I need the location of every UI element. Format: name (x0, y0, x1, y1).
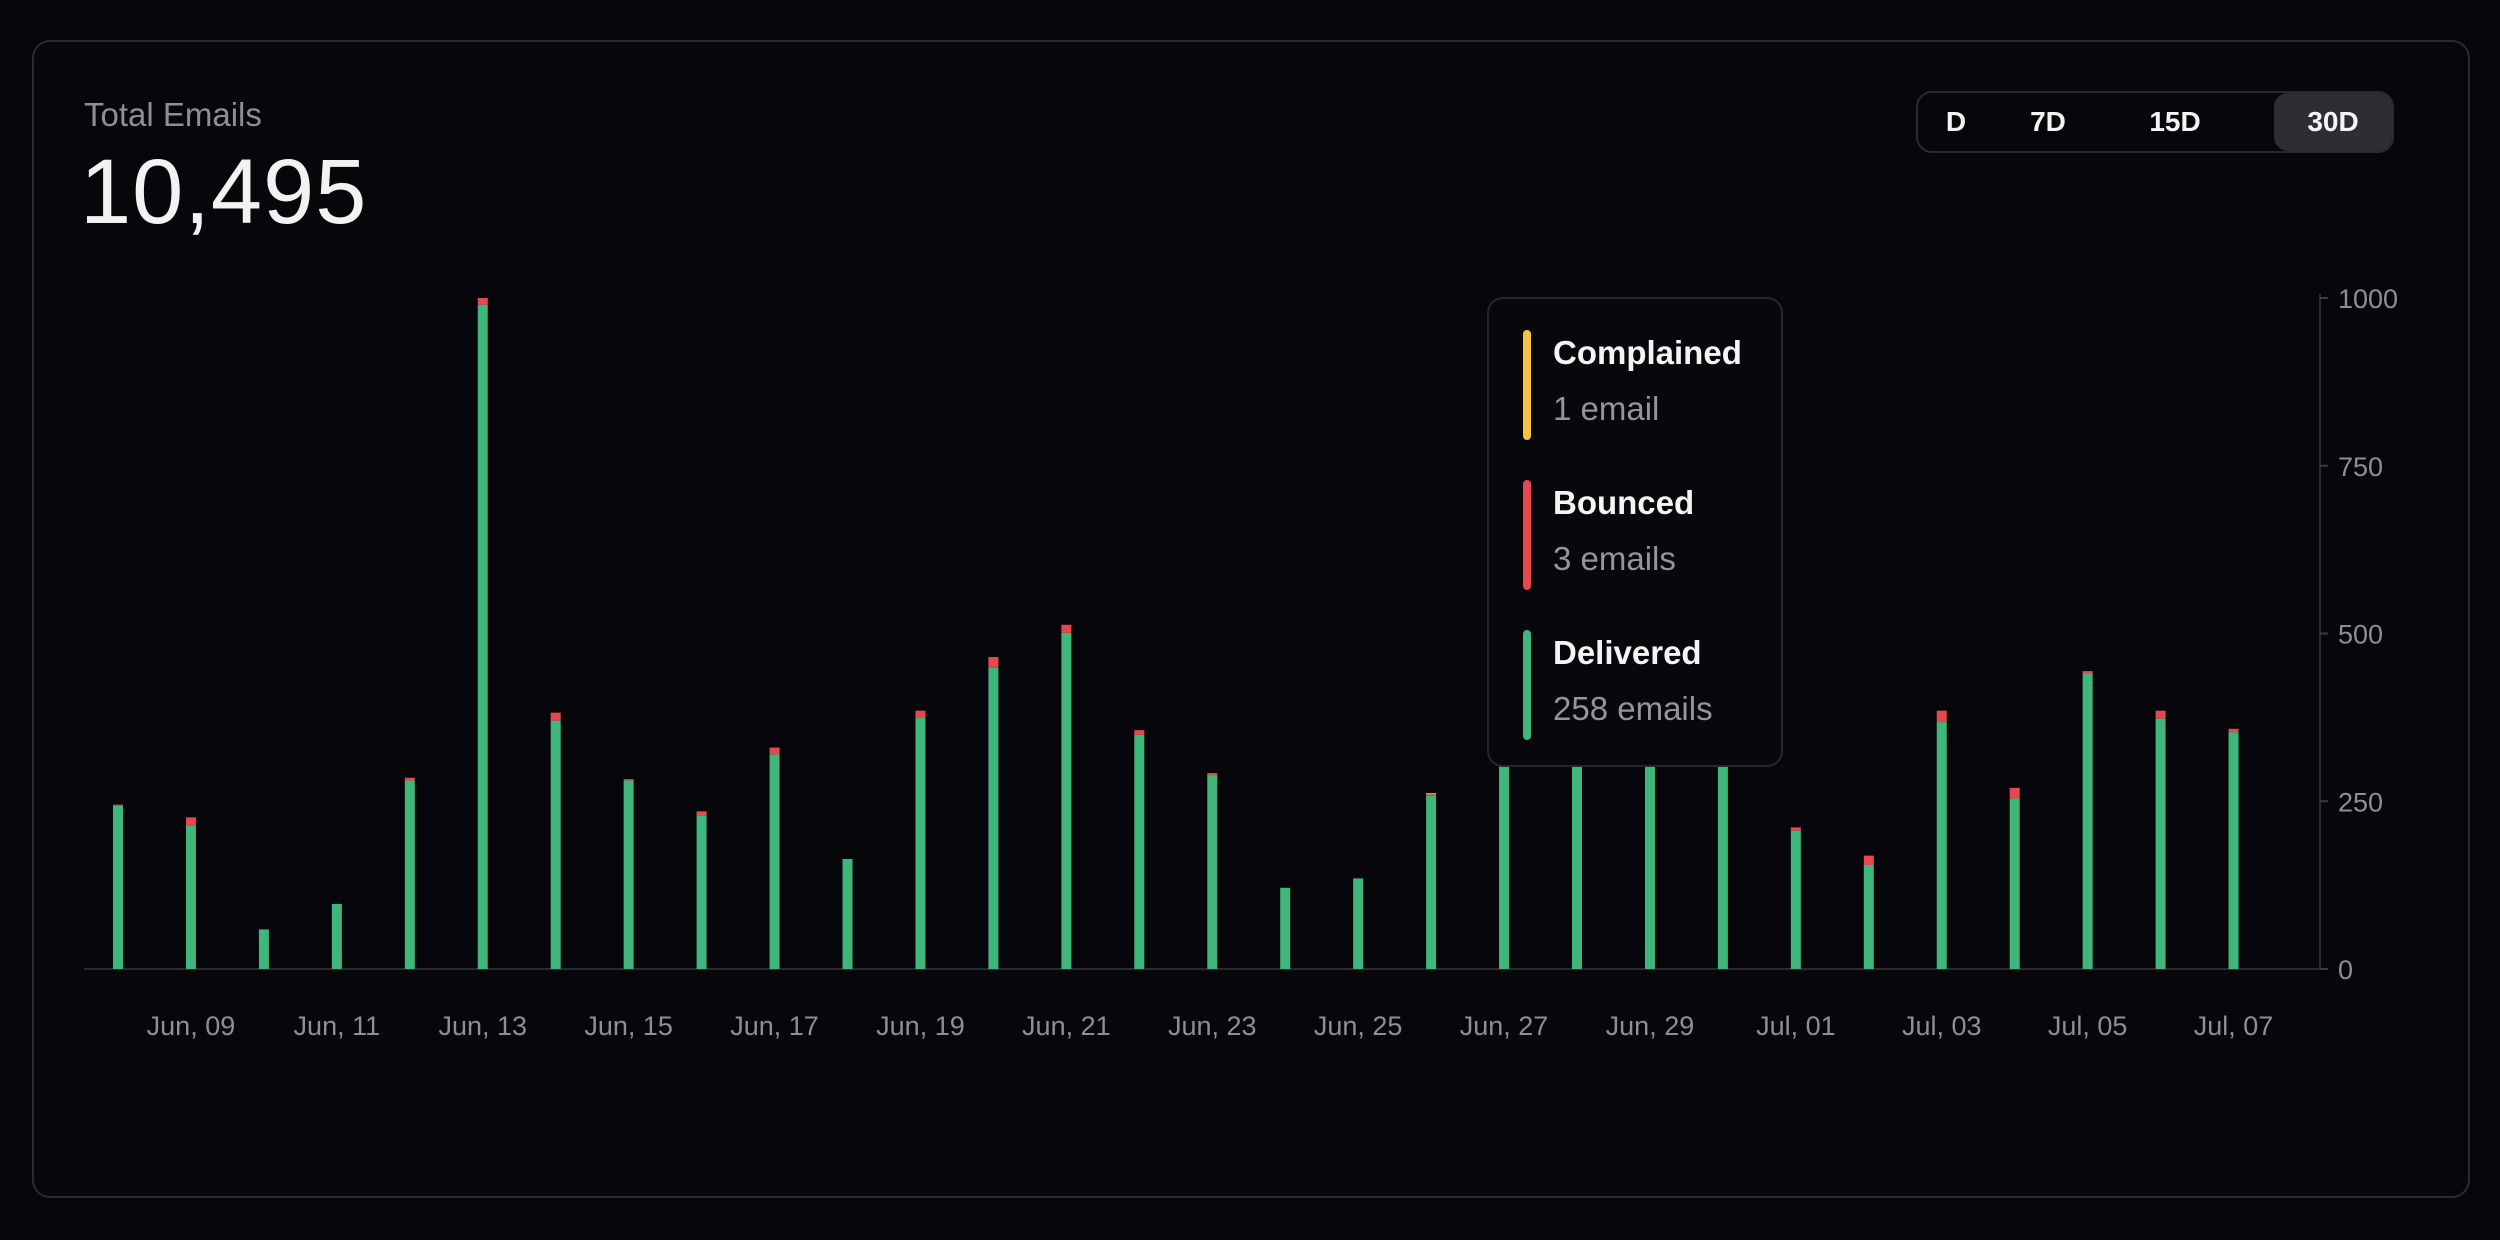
bar-delivered (1499, 747, 1510, 969)
bar-delivered (404, 780, 415, 969)
x-tick-label: Jun, 13 (438, 1011, 527, 1041)
bar-delivered (113, 805, 123, 969)
x-tick-label: Jun, 21 (1022, 1011, 1111, 1041)
x-tick-label: Jun, 19 (876, 1011, 965, 1041)
bar-delivered (2228, 732, 2239, 969)
bar-bounced (988, 656, 999, 668)
x-tick-label: Jun, 23 (1168, 1011, 1257, 1041)
bar-delivered (1426, 795, 1437, 969)
bar-delivered (1863, 864, 1874, 969)
y-tick-label: 1000 (2338, 284, 2398, 314)
y-tick-label: 250 (2338, 787, 2383, 817)
bar-bounced (477, 298, 488, 305)
emails-card (32, 40, 2470, 1198)
y-tick-label: 500 (2338, 620, 2383, 650)
bar-delivered (1280, 887, 1291, 969)
bar-delivered (769, 754, 780, 969)
bar-delivered (1061, 632, 1072, 969)
bar-delivered (988, 667, 999, 969)
bar-bounced (185, 817, 196, 826)
bar-bounced (1061, 624, 1072, 633)
bounced-color-marker (1523, 480, 1531, 590)
bar-bounced (550, 712, 561, 721)
bar-delivered (258, 929, 269, 969)
bar-bounced (1134, 730, 1145, 735)
y-tick-label: 0 (2338, 955, 2353, 985)
bar-bounced (1426, 793, 1437, 796)
bar-bounced (404, 777, 415, 781)
bar-delivered (1717, 760, 1728, 969)
bar-delivered (2155, 718, 2166, 969)
bar-delivered (623, 780, 634, 969)
x-tick-label: Jul, 05 (2048, 1011, 2128, 1041)
bar-bounced (2082, 671, 2093, 674)
tooltip-label: Complained (1553, 334, 1742, 371)
bar-bounced (1207, 773, 1218, 776)
range-option-15d[interactable]: 15D (2149, 106, 2201, 137)
bar-bounced (2228, 728, 2239, 733)
bar-delivered (1572, 737, 1582, 969)
range-option-30d[interactable]: 30D (2274, 93, 2392, 151)
bar-bounced (1936, 710, 1947, 723)
range-toggle: D 7D 15D 30D (1916, 91, 2394, 153)
x-tick-label: Jul, 03 (1902, 1011, 1982, 1041)
tooltip-value: 1 email (1553, 390, 1660, 427)
bar-delivered (550, 720, 561, 969)
bar-complained (1426, 793, 1437, 795)
bar-delivered (1644, 744, 1655, 969)
bar-bounced (769, 747, 780, 755)
x-tick-label: Jul, 01 (1756, 1011, 1836, 1041)
range-option-d[interactable]: D (1945, 106, 1967, 137)
bar-delivered (1134, 734, 1145, 969)
complained-color-marker (1523, 330, 1531, 440)
bar-delivered (1790, 830, 1801, 969)
bar-bounced (113, 804, 123, 806)
bar-bounced (2009, 787, 2020, 799)
x-tick-label: Jun, 27 (1460, 1011, 1549, 1041)
bar-delivered (185, 825, 196, 969)
x-tick-label: Jul, 07 (2194, 1011, 2274, 1041)
x-tick-label: Jun, 15 (584, 1011, 673, 1041)
x-tick-label: Jun, 09 (147, 1011, 236, 1041)
bar-delivered (1207, 775, 1218, 969)
x-tick-label: Jun, 17 (730, 1011, 819, 1041)
card-title: Total Emails (84, 96, 262, 133)
bar-delivered (696, 816, 707, 969)
x-tick-label: Jun, 11 (294, 1011, 381, 1041)
bar-delivered (842, 858, 853, 969)
bar-bounced (2155, 710, 2166, 719)
bar-delivered (1353, 878, 1364, 969)
x-tick-label: Jun, 25 (1314, 1011, 1403, 1041)
bar-delivered (1936, 722, 1947, 969)
bar-bounced (915, 710, 926, 718)
delivered-color-marker (1523, 630, 1531, 740)
chart-tooltip: Complained 1 email Bounced 3 emails Deli… (1487, 297, 1783, 767)
x-tick-label: Jun, 29 (1606, 1011, 1695, 1041)
tooltip-value: 258 emails (1553, 690, 1713, 727)
bar-delivered (331, 903, 342, 969)
total-emails-value: 10,495 (80, 141, 368, 243)
bar-bounced (696, 811, 707, 817)
bar-bounced (1790, 827, 1801, 831)
bar-bounced (1863, 855, 1874, 865)
y-tick-label: 750 (2338, 452, 2383, 482)
range-option-7d[interactable]: 7D (2030, 106, 2066, 137)
bar-delivered (915, 717, 926, 969)
bar-delivered (2009, 798, 2020, 969)
tooltip-label: Bounced (1553, 484, 1695, 521)
bar-delivered (477, 304, 488, 970)
bar-bounced (623, 779, 634, 781)
bar-delivered (2082, 673, 2093, 969)
tooltip-label: Delivered (1553, 634, 1702, 671)
tooltip-value: 3 emails (1553, 540, 1676, 577)
